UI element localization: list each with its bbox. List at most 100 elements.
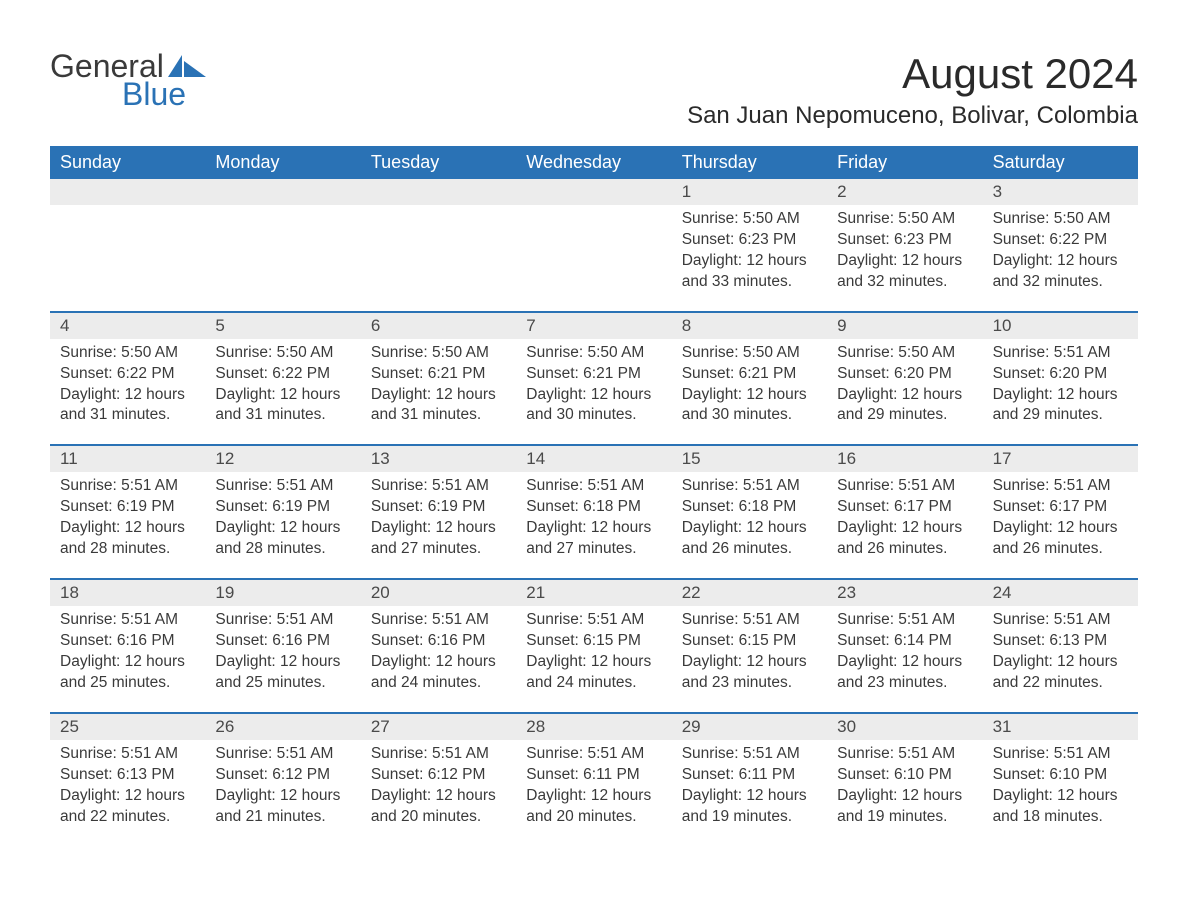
day-details: Sunrise: 5:51 AMSunset: 6:17 PMDaylight:…: [827, 472, 982, 560]
day-number: 16: [827, 446, 982, 472]
day-number: 14: [516, 446, 671, 472]
daylight-text: Daylight: 12 hours and 33 minutes.: [682, 251, 817, 293]
sunset-text: Sunset: 6:12 PM: [215, 765, 350, 786]
day-cell: 27Sunrise: 5:51 AMSunset: 6:12 PMDayligh…: [361, 714, 516, 828]
day-details: Sunrise: 5:51 AMSunset: 6:13 PMDaylight:…: [50, 740, 205, 828]
daylight-text: Daylight: 12 hours and 24 minutes.: [371, 652, 506, 694]
day-number: 13: [361, 446, 516, 472]
daylight-text: Daylight: 12 hours and 30 minutes.: [682, 385, 817, 427]
day-details: Sunrise: 5:50 AMSunset: 6:20 PMDaylight:…: [827, 339, 982, 427]
daylight-text: Daylight: 12 hours and 26 minutes.: [682, 518, 817, 560]
day-cell: [205, 179, 360, 293]
sunset-text: Sunset: 6:19 PM: [60, 497, 195, 518]
sunset-text: Sunset: 6:23 PM: [682, 230, 817, 251]
day-number: 6: [361, 313, 516, 339]
sunset-text: Sunset: 6:10 PM: [837, 765, 972, 786]
day-cell: 17Sunrise: 5:51 AMSunset: 6:17 PMDayligh…: [983, 446, 1138, 560]
sunrise-text: Sunrise: 5:51 AM: [682, 476, 817, 497]
day-number: 26: [205, 714, 360, 740]
daylight-text: Daylight: 12 hours and 20 minutes.: [371, 786, 506, 828]
sunset-text: Sunset: 6:17 PM: [837, 497, 972, 518]
sunrise-text: Sunrise: 5:51 AM: [215, 744, 350, 765]
sunrise-text: Sunrise: 5:51 AM: [837, 610, 972, 631]
calendar: Sunday Monday Tuesday Wednesday Thursday…: [50, 146, 1138, 827]
sunrise-text: Sunrise: 5:51 AM: [215, 610, 350, 631]
sunrise-text: Sunrise: 5:51 AM: [60, 476, 195, 497]
sunrise-text: Sunrise: 5:50 AM: [215, 343, 350, 364]
sunrise-text: Sunrise: 5:51 AM: [993, 343, 1128, 364]
day-number: 4: [50, 313, 205, 339]
day-details: Sunrise: 5:50 AMSunset: 6:21 PMDaylight:…: [672, 339, 827, 427]
sunrise-text: Sunrise: 5:51 AM: [60, 610, 195, 631]
day-cell: 20 Sunrise: 5:51 AMSunset: 6:16 PMDayligh…: [361, 580, 516, 694]
day-number: 1: [672, 179, 827, 205]
month-title: August 2024: [687, 50, 1138, 98]
day-cell: 7Sunrise: 5:50 AMSunset: 6:21 PMDaylight…: [516, 313, 671, 427]
weekday-header: Tuesday: [361, 146, 516, 179]
day-details: Sunrise: 5:51 AMSunset: 6:19 PMDaylight:…: [50, 472, 205, 560]
sunrise-text: Sunrise: 5:51 AM: [371, 610, 506, 631]
day-details: Sunrise: 5:50 AMSunset: 6:22 PMDaylight:…: [983, 205, 1138, 293]
day-details: Sunrise: 5:51 AMSunset: 6:18 PMDaylight:…: [516, 472, 671, 560]
daylight-text: Daylight: 12 hours and 29 minutes.: [837, 385, 972, 427]
daylight-text: Daylight: 12 hours and 27 minutes.: [526, 518, 661, 560]
daylight-text: Daylight: 12 hours and 22 minutes.: [60, 786, 195, 828]
day-details: Sunrise: 5:51 AMSunset: 6:15 PMDaylight:…: [516, 606, 671, 694]
day-number: 21: [516, 580, 671, 606]
day-number: 20: [361, 580, 516, 606]
weekday-header: Wednesday: [516, 146, 671, 179]
sunrise-text: Sunrise: 5:51 AM: [371, 476, 506, 497]
day-number: 15: [672, 446, 827, 472]
day-details: Sunrise: 5:51 AMSunset: 6:20 PMDaylight:…: [983, 339, 1138, 427]
sunrise-text: Sunrise: 5:51 AM: [837, 476, 972, 497]
sunrise-text: Sunrise: 5:50 AM: [371, 343, 506, 364]
day-cell: 2Sunrise: 5:50 AMSunset: 6:23 PMDaylight…: [827, 179, 982, 293]
daylight-text: Daylight: 12 hours and 31 minutes.: [60, 385, 195, 427]
weeks-container: 1Sunrise: 5:50 AMSunset: 6:23 PMDaylight…: [50, 179, 1138, 827]
daylight-text: Daylight: 12 hours and 24 minutes.: [526, 652, 661, 694]
day-number: 11: [50, 446, 205, 472]
day-cell: 18Sunrise: 5:51 AMSunset: 6:16 PMDayligh…: [50, 580, 205, 694]
day-details: Sunrise: 5:51 AMSunset: 6:12 PMDaylight:…: [205, 740, 360, 828]
day-number: 19: [205, 580, 360, 606]
day-number: 23: [827, 580, 982, 606]
sunset-text: Sunset: 6:20 PM: [993, 364, 1128, 385]
daylight-text: Daylight: 12 hours and 23 minutes.: [837, 652, 972, 694]
day-cell: 24Sunrise: 5:51 AMSunset: 6:13 PMDayligh…: [983, 580, 1138, 694]
day-number: 24: [983, 580, 1138, 606]
sunset-text: Sunset: 6:11 PM: [682, 765, 817, 786]
daylight-text: Daylight: 12 hours and 32 minutes.: [837, 251, 972, 293]
sunset-text: Sunset: 6:16 PM: [371, 631, 506, 652]
day-details: Sunrise: 5:50 AMSunset: 6:22 PMDaylight:…: [205, 339, 360, 427]
day-number: 5: [205, 313, 360, 339]
day-details: Sunrise: 5:51 AMSunset: 6:13 PMDaylight:…: [983, 606, 1138, 694]
daylight-text: Daylight: 12 hours and 26 minutes.: [993, 518, 1128, 560]
sunrise-text: Sunrise: 5:51 AM: [215, 476, 350, 497]
day-details: Sunrise: 5:51 AMSunset: 6:19 PMDaylight:…: [205, 472, 360, 560]
weekday-header: Monday: [205, 146, 360, 179]
sunset-text: Sunset: 6:13 PM: [60, 765, 195, 786]
daylight-text: Daylight: 12 hours and 25 minutes.: [60, 652, 195, 694]
logo: General Blue: [50, 50, 206, 110]
daylight-text: Daylight: 12 hours and 26 minutes.: [837, 518, 972, 560]
sunrise-text: Sunrise: 5:51 AM: [682, 744, 817, 765]
sunset-text: Sunset: 6:22 PM: [215, 364, 350, 385]
day-cell: 11Sunrise: 5:51 AMSunset: 6:19 PMDayligh…: [50, 446, 205, 560]
sunset-text: Sunset: 6:21 PM: [526, 364, 661, 385]
week-row: 25Sunrise: 5:51 AMSunset: 6:13 PMDayligh…: [50, 712, 1138, 828]
day-number: 12: [205, 446, 360, 472]
day-details: Sunrise: 5:51 AMSunset: 6:16 PMDaylight:…: [50, 606, 205, 694]
day-cell: 31Sunrise: 5:51 AMSunset: 6:10 PMDayligh…: [983, 714, 1138, 828]
day-cell: 1Sunrise: 5:50 AMSunset: 6:23 PMDaylight…: [672, 179, 827, 293]
day-cell: [50, 179, 205, 293]
sunrise-text: Sunrise: 5:50 AM: [60, 343, 195, 364]
day-details: Sunrise: 5:51 AMSunset: 6:11 PMDaylight:…: [516, 740, 671, 828]
sunset-text: Sunset: 6:18 PM: [682, 497, 817, 518]
weekday-header-row: Sunday Monday Tuesday Wednesday Thursday…: [50, 146, 1138, 179]
day-cell: 23Sunrise: 5:51 AMSunset: 6:14 PMDayligh…: [827, 580, 982, 694]
day-number: 25: [50, 714, 205, 740]
daylight-text: Daylight: 12 hours and 21 minutes.: [215, 786, 350, 828]
day-details: Sunrise: 5:50 AMSunset: 6:21 PMDaylight:…: [516, 339, 671, 427]
day-cell: 5Sunrise: 5:50 AMSunset: 6:22 PMDaylight…: [205, 313, 360, 427]
day-number: 29: [672, 714, 827, 740]
